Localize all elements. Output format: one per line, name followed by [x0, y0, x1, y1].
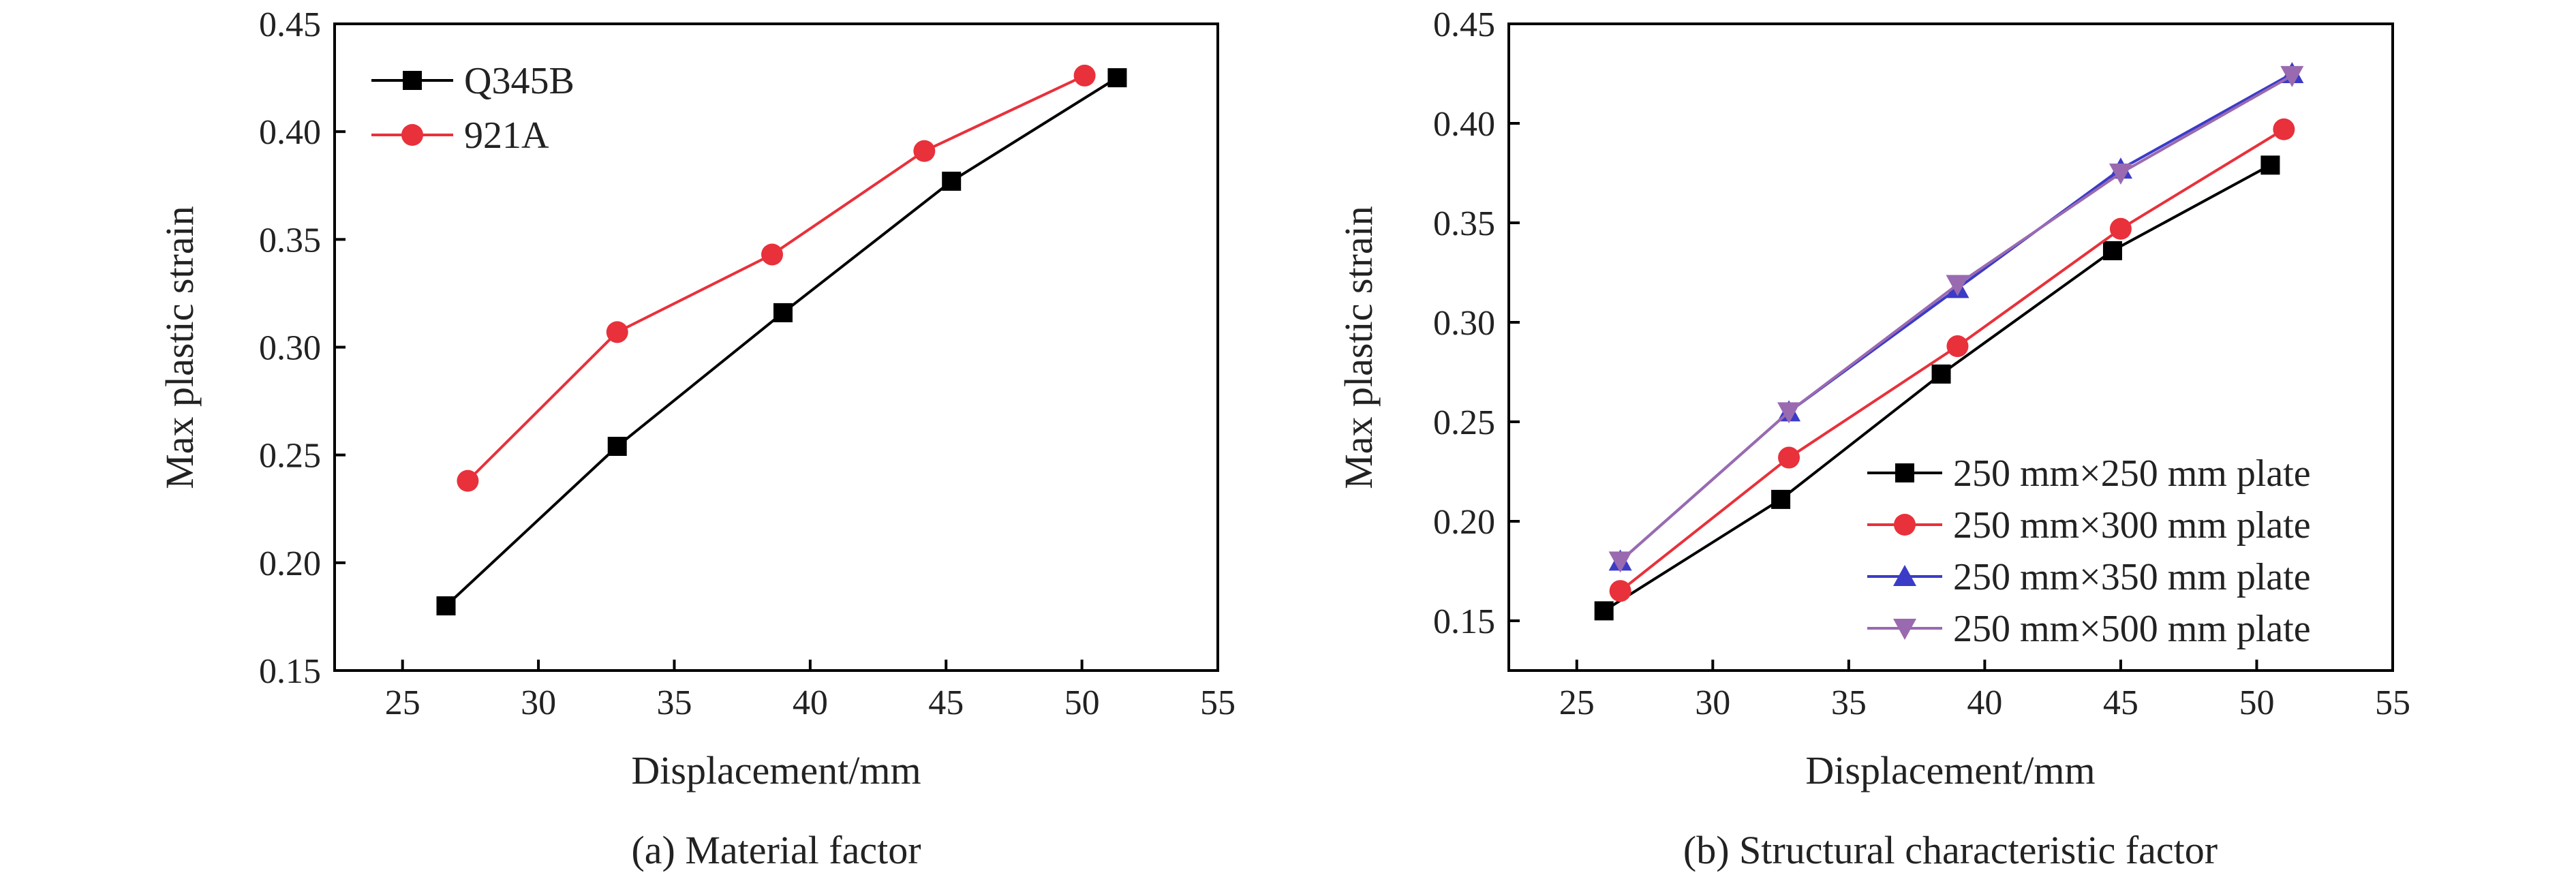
- legend-marker: [1893, 565, 1916, 586]
- data-point: [1946, 275, 1969, 296]
- legend-label: 250 mm×300 mm plate: [1953, 504, 2311, 547]
- data-point: [436, 596, 456, 616]
- data-point: [1946, 335, 1969, 358]
- data-point: [2109, 217, 2132, 240]
- y-tick-label: 0.15: [1433, 602, 1495, 641]
- panel-caption: (b) Structural characteristic factor: [1683, 828, 2218, 872]
- x-axis-title: Displacement/mm: [1805, 748, 2095, 793]
- data-point: [607, 437, 627, 457]
- y-tick-label: 0.45: [1433, 5, 1495, 44]
- data-point: [1778, 446, 1800, 469]
- x-tick-label: 50: [2239, 683, 2274, 722]
- panel-caption: (a) Material factor: [631, 828, 921, 872]
- y-tick-label: 0.20: [259, 544, 321, 583]
- data-point: [1609, 580, 1631, 602]
- data-point: [1777, 402, 1801, 424]
- legend-marker: [1895, 463, 1914, 482]
- x-tick-label: 50: [1064, 683, 1100, 722]
- data-point: [1771, 489, 1791, 509]
- x-tick-label: 35: [1831, 683, 1867, 722]
- data-point: [2273, 118, 2295, 140]
- data-point: [2102, 241, 2122, 260]
- x-tick-label: 25: [385, 683, 420, 722]
- x-tick-label: 45: [928, 683, 964, 722]
- data-point: [761, 243, 784, 266]
- chart-panel-structural-factor: 25 30 35 40 45 50 55 0.150.200.250.300.350.400…: [1336, 5, 2410, 872]
- legend-label: Q345B: [464, 60, 574, 102]
- y-tick-label: 0.45: [259, 5, 321, 44]
- data-point: [606, 321, 628, 343]
- y-tick-label: 0.20: [1433, 503, 1495, 542]
- y-tick-label: 0.30: [1433, 304, 1495, 343]
- data-point: [1107, 68, 1127, 88]
- legend-label: 250 mm×500 mm plate: [1953, 608, 2311, 650]
- x-axis-title: Displacement/mm: [631, 748, 921, 793]
- legend-marker: [1894, 514, 1916, 536]
- series-group: [1594, 62, 2304, 621]
- x-tick-label: 35: [656, 683, 692, 722]
- y-tick-label: 0.15: [259, 652, 321, 691]
- series-group: [436, 64, 1127, 616]
- y-axis-title: Max plastic strain: [1336, 206, 1381, 489]
- y-tick-label: 0.35: [1433, 204, 1495, 243]
- legend-marker: [1893, 619, 1916, 640]
- x-axis: 25 30 35 40 45 50 55: [1559, 660, 2410, 722]
- x-tick-label: 30: [1695, 683, 1730, 722]
- legend-label: 921A: [464, 114, 549, 157]
- data-point: [2260, 155, 2280, 175]
- y-tick-label: 0.30: [259, 329, 321, 368]
- x-tick-label: 55: [1200, 683, 1236, 722]
- legend-label: 250 mm×250 mm plate: [1953, 452, 2311, 495]
- legend-label: 250 mm×350 mm plate: [1953, 556, 2311, 598]
- legend: 250 mm×250 mm plate 250 mm×300 mm plate 25…: [1867, 452, 2311, 650]
- data-point: [457, 470, 479, 492]
- legend: Q345B 921A: [371, 60, 574, 157]
- chart-panel-material-factor: 25 30 35 40 45 50 55 0.150.200.250.300.350.400…: [157, 5, 1236, 872]
- y-axis: 0.15 0.20 0.25 0.30 0.35 0.40 0.45: [1433, 5, 1520, 641]
- x-tick-label: 40: [793, 683, 828, 722]
- y-tick-label: 0.35: [259, 221, 321, 260]
- data-point: [1073, 64, 1096, 87]
- legend-marker: [401, 124, 423, 146]
- data-point: [2280, 65, 2304, 87]
- y-tick-label: 0.25: [259, 437, 321, 476]
- y-tick-label: 0.40: [259, 113, 321, 152]
- series-line: [445, 76, 1118, 607]
- data-point: [773, 303, 793, 322]
- data-point: [1594, 601, 1614, 621]
- data-point: [913, 140, 936, 162]
- data-point: [1608, 551, 1632, 573]
- y-tick-label: 0.25: [1433, 403, 1495, 442]
- data-point: [942, 171, 962, 191]
- y-axis-title: Max plastic strain: [157, 206, 202, 489]
- series-line: [466, 74, 1086, 482]
- data-point: [1931, 364, 1951, 384]
- x-tick-label: 40: [1967, 683, 2002, 722]
- y-axis: 0.15 0.20 0.25 0.30 0.35 0.40 0.45: [259, 5, 346, 691]
- data-point: [2109, 164, 2132, 185]
- y-tick-label: 0.40: [1433, 105, 1495, 144]
- legend-marker: [403, 71, 422, 90]
- x-axis: 25 30 35 40 45 50 55: [385, 660, 1236, 722]
- plot-frame: [1507, 22, 2394, 672]
- x-tick-label: 45: [2103, 683, 2138, 722]
- x-tick-label: 25: [1559, 683, 1595, 722]
- x-tick-label: 30: [521, 683, 556, 722]
- x-tick-label: 55: [2375, 683, 2410, 722]
